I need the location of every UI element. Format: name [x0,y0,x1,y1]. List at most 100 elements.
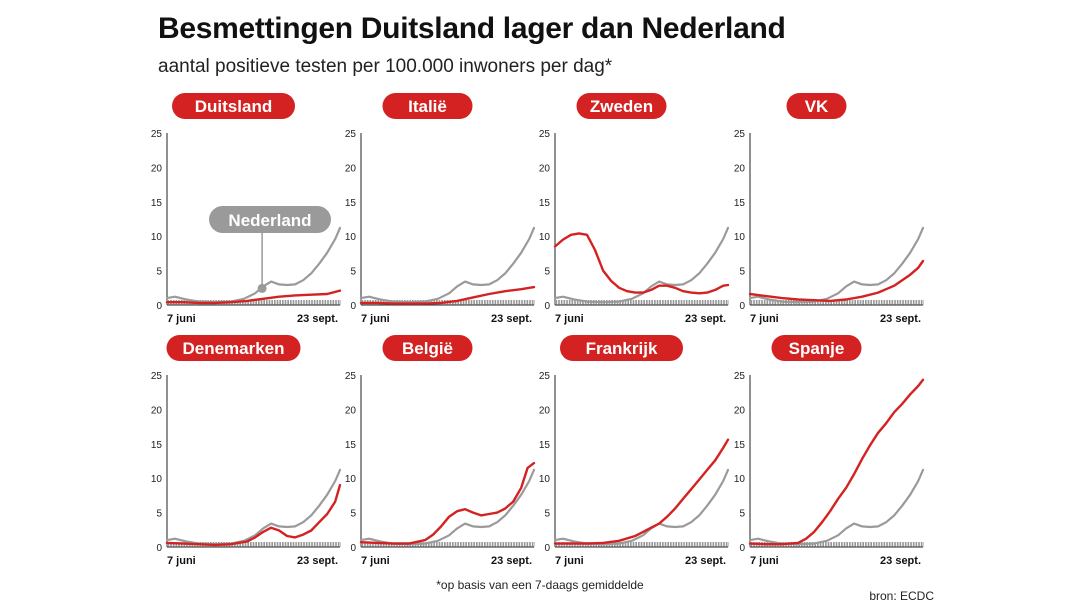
country-label: Zweden [590,97,653,116]
y-tick-label: 25 [151,371,163,382]
y-tick-label: 25 [734,371,746,382]
y-tick-label: 10 [539,474,551,485]
x-tick-label-start: 7 juni [167,313,196,325]
source-credit: bron: ECDC [869,589,934,603]
x-tick-label-end: 23 sept. [491,313,532,325]
y-tick-label: 25 [734,129,746,140]
y-tick-label: 5 [156,267,162,278]
y-tick-label: 20 [345,405,357,416]
y-tick-label: 15 [539,198,551,209]
y-tick-label: 10 [539,232,551,243]
y-tick-label: 0 [739,301,745,312]
annotation-badge [209,206,331,233]
y-tick-label: 10 [734,474,746,485]
series-line-spanje [748,378,925,546]
y-tick-label: 5 [739,267,745,278]
series-line-vk [748,259,925,303]
x-tick-label-end: 23 sept. [880,555,921,567]
y-tick-label: 25 [345,371,357,382]
country-badge [166,335,301,361]
x-tick-label-end: 23 sept. [297,313,338,325]
x-tick-label-start: 7 juni [555,555,584,567]
x-tick-label-start: 7 juni [750,313,779,325]
y-tick-label: 5 [156,509,162,520]
country-badge [382,93,473,119]
y-tick-label: 10 [734,232,746,243]
series-line-belgië [359,461,536,545]
panel-italië: Italië 0 5 10 15 20 25 7 juni 23 sept. [345,93,536,325]
annotation-label: Nederland [228,211,311,230]
series-line-frankrijk [553,438,730,545]
y-tick-label: 20 [151,405,163,416]
x-tick-label-start: 7 juni [555,313,584,325]
country-badge [560,335,683,361]
country-label: België [402,339,453,358]
panel-zweden: Zweden 0 5 10 15 20 25 7 juni 23 sept. [539,93,730,325]
y-tick-label: 0 [156,543,162,554]
reference-line-nederland [748,226,925,304]
reference-line-nederland [748,468,925,546]
panel-duitsland: Duitsland 0 5 10 15 20 25 7 juni 23 sept. Nederla… [151,93,342,325]
footnote: *op basis van een 7-daags gemiddelde [436,578,644,592]
page-subtitle: aantal positieve testen per 100.000 inwo… [158,56,613,77]
reference-line-nederland [359,226,536,304]
y-tick-label: 15 [345,198,357,209]
y-tick-label: 25 [539,371,551,382]
y-tick-label: 15 [734,198,746,209]
reference-line-nederland [165,468,342,546]
y-tick-label: 20 [734,405,746,416]
series-line-zweden [553,232,730,295]
x-tick-label-end: 23 sept. [880,313,921,325]
x-tick-label-end: 23 sept. [685,555,726,567]
y-tick-label: 25 [539,129,551,140]
y-tick-label: 25 [151,129,163,140]
y-tick-label: 0 [350,301,356,312]
country-label: Denemarken [182,339,284,358]
country-badge [172,93,295,119]
y-tick-label: 10 [345,474,357,485]
y-tick-label: 20 [539,405,551,416]
y-tick-label: 20 [734,163,746,174]
panel-frankrijk: Frankrijk 0 5 10 15 20 25 7 juni 23 sept. [539,335,730,567]
reference-line-nederland [553,226,730,304]
y-tick-label: 15 [345,440,357,451]
y-tick-label: 20 [345,163,357,174]
country-badge [382,335,473,361]
y-tick-label: 0 [350,543,356,554]
country-badge [576,93,667,119]
x-tick-label-start: 7 juni [750,555,779,567]
x-tick-label-start: 7 juni [167,555,196,567]
y-tick-label: 20 [151,163,163,174]
x-tick-label-end: 23 sept. [297,555,338,567]
y-tick-label: 5 [350,509,356,520]
y-tick-label: 15 [151,440,163,451]
y-tick-label: 10 [345,232,357,243]
y-tick-label: 0 [544,543,550,554]
x-tick-label-start: 7 juni [361,555,390,567]
y-tick-label: 15 [151,198,163,209]
country-label: Italië [408,97,447,116]
y-tick-label: 15 [539,440,551,451]
y-tick-label: 5 [739,509,745,520]
country-label: Spanje [789,339,845,358]
page-title: Besmettingen Duitsland lager dan Nederla… [158,12,786,45]
series-line-duitsland [165,289,342,305]
series-line-denemarken [165,483,342,547]
country-label: Duitsland [195,97,272,116]
y-tick-label: 5 [544,267,550,278]
y-tick-label: 20 [539,163,551,174]
country-label: Frankrijk [586,339,658,358]
y-tick-label: 0 [544,301,550,312]
panel-vk: VK 0 5 10 15 20 25 7 juni 23 sept. [734,93,925,325]
y-tick-label: 25 [345,129,357,140]
country-badge [771,335,862,361]
y-tick-label: 0 [739,543,745,554]
y-tick-label: 5 [350,267,356,278]
country-label: VK [805,97,829,116]
x-tick-label-end: 23 sept. [491,555,532,567]
panel-spanje: Spanje 0 5 10 15 20 25 7 juni 23 sept. [734,335,925,567]
y-tick-label: 10 [151,232,163,243]
reference-line-nederland [165,226,342,304]
y-tick-label: 5 [544,509,550,520]
